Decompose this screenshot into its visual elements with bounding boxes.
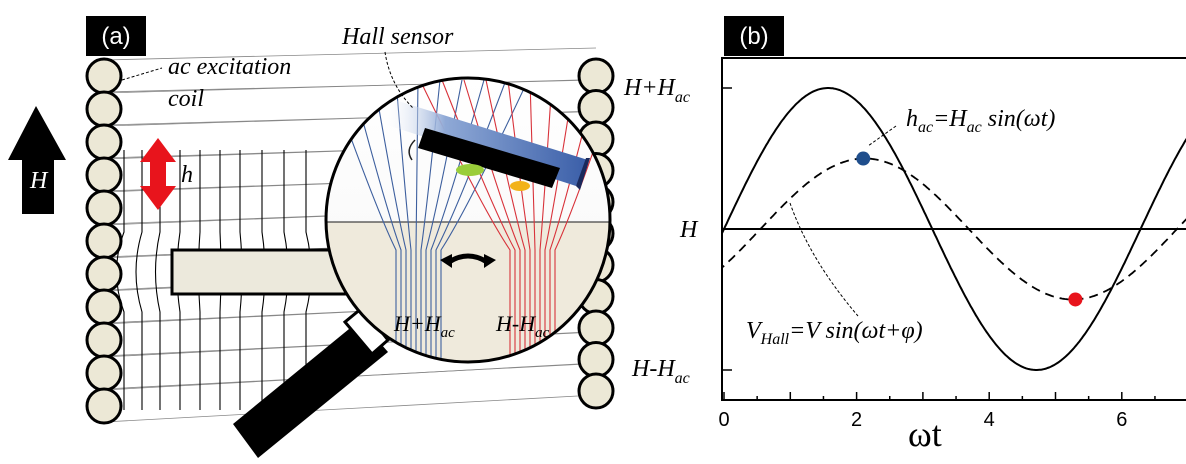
coil-turn-left [85, 387, 123, 425]
h-arrow-label: h [181, 162, 193, 188]
panel-a: H+Hac H-Hac Hall sensor ac excitation co… [8, 16, 615, 458]
blue-line [420, 79, 441, 362]
coil-turn-left [85, 189, 123, 227]
annotation-v: VHall=V sin(ωt+φ) [746, 318, 923, 348]
red-line [463, 79, 521, 362]
red-line [539, 79, 553, 362]
coil-label-line2: coil [168, 86, 204, 112]
h-arrow: h [140, 138, 193, 210]
curve-vhall [722, 157, 1186, 301]
blue-line [430, 79, 485, 362]
panel-b: 0 2 4 6 H+Hac H H-Hac ωt hac=Hac sin(ωt) VH… [623, 16, 1186, 454]
coil-turn-left [85, 321, 123, 359]
coil-leader [121, 67, 163, 81]
hall-sensor-leader [384, 51, 414, 109]
coil-turn-left [85, 288, 123, 326]
blue-line [425, 79, 463, 362]
blue-line [440, 79, 529, 362]
y-label-bottom: H-Hac [631, 356, 690, 387]
red-line [507, 79, 531, 362]
field-line [154, 150, 161, 410]
annotation-v-leader [789, 202, 859, 317]
y-label-mid: H [679, 217, 699, 243]
coil-turn-left [85, 156, 123, 194]
x-axis-label: ωt [908, 414, 942, 454]
magnifier-handle [233, 305, 391, 458]
coil-turn-right [577, 309, 615, 347]
coil-label-line1: ac excitation [168, 54, 291, 80]
field-arrow-H: H [8, 106, 66, 214]
x-tick-labels: 0 2 4 6 [718, 409, 1127, 431]
marker-blue [856, 151, 871, 166]
marker-red [1068, 292, 1083, 307]
panel-a-label: (a) [101, 23, 130, 50]
coil-turn-left [85, 354, 123, 392]
curve-hac [722, 87, 1186, 371]
coil-turn-right [577, 57, 615, 95]
blue-line [435, 79, 507, 362]
coil-left [85, 57, 123, 425]
red-line [419, 79, 511, 362]
panel-a-label-box [86, 16, 146, 56]
x-tick-label: 2 [851, 409, 862, 431]
coil-turn-right [577, 89, 615, 126]
coil-turn-right [577, 341, 615, 378]
coil-turn-left [85, 123, 123, 161]
blue-line [373, 79, 407, 362]
annotation-h-leader [867, 125, 897, 147]
red-line [485, 79, 526, 362]
field-line [135, 150, 143, 410]
coil-turn-left [85, 57, 123, 95]
hall-sensor [384, 100, 590, 191]
red-line [529, 79, 536, 362]
red-line [441, 79, 516, 362]
coil-turn-left [85, 222, 123, 260]
field-arrow-label: H [29, 168, 49, 194]
coil-turn-left [85, 255, 123, 293]
x-tick-label: 4 [984, 409, 995, 431]
lens-label-minus: H-Hac [495, 311, 550, 341]
x-tick-label: 0 [718, 409, 729, 431]
lens-label-plus: H+Hac [393, 311, 455, 341]
y-label-top: H+Hac [623, 75, 690, 106]
x-tick-label: 6 [1116, 409, 1127, 431]
rotation-arrow [440, 253, 496, 268]
panel-b-label-box [724, 16, 784, 56]
hall-sensor-label: Hall sensor [341, 24, 454, 50]
annotation-h: hac=Hac sin(ωt) [906, 106, 1055, 136]
panel-b-label: (b) [739, 23, 768, 50]
x-ticks [723, 392, 1156, 400]
coil-turn-right [577, 372, 615, 410]
coil-turn-left [85, 90, 123, 128]
